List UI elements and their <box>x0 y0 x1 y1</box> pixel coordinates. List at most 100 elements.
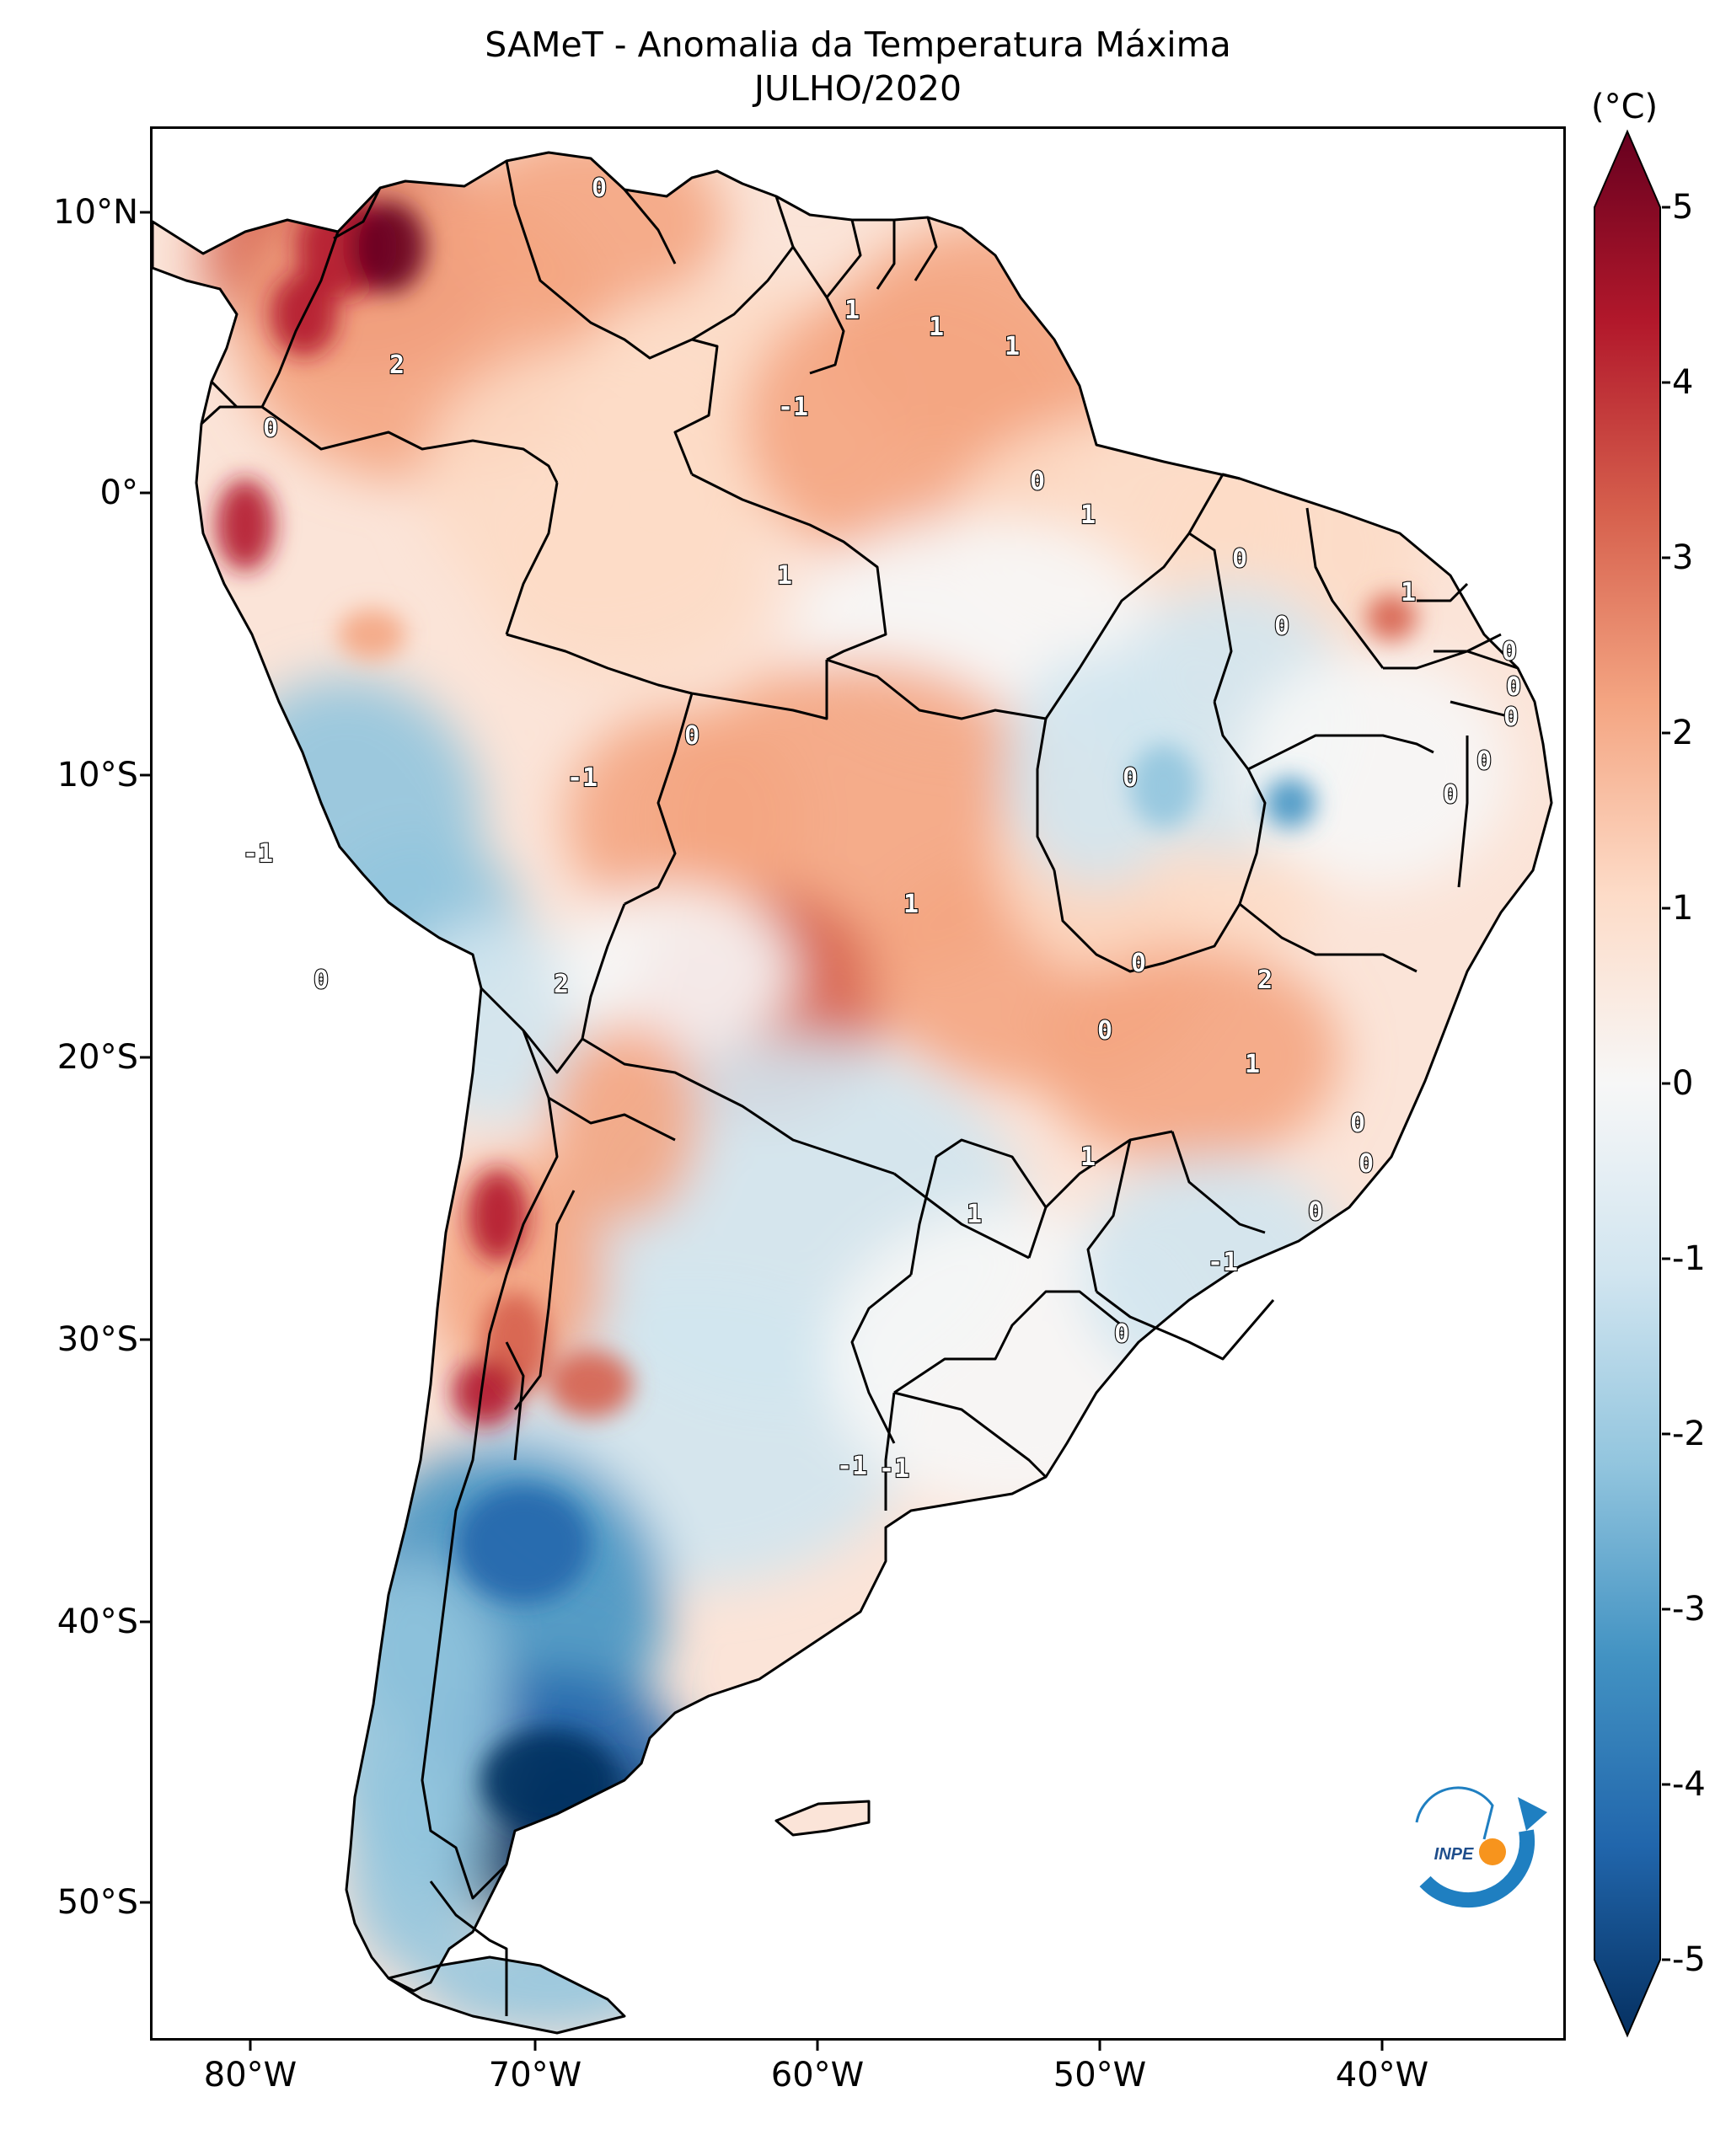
map-title: SAMeT - Anomalia da Temperatura Máxima <box>485 24 1231 65</box>
contour-label: 0 <box>1097 1016 1112 1046</box>
colorbar-tick-mark <box>1662 381 1670 384</box>
lon-tick-label: 40°W <box>1335 2056 1429 2094</box>
border-line <box>791 246 845 375</box>
anomaly-patch <box>1366 594 1417 641</box>
lon-tick-mark <box>1380 2041 1384 2051</box>
border-line <box>480 987 584 1074</box>
border-line <box>581 1037 895 1175</box>
contour-label: 2 <box>1257 966 1273 995</box>
anomaly-patch <box>469 1169 528 1262</box>
border-line <box>260 231 340 408</box>
border-line <box>387 1955 626 2035</box>
lon-tick-mark <box>533 2041 537 2051</box>
contour-label: 0 <box>1308 1197 1323 1227</box>
lat-tick-label: 10°S <box>56 756 138 794</box>
border-line <box>884 1392 896 1511</box>
colorbar-tick-label: -2 <box>1672 1415 1706 1453</box>
colorbar-tick-mark <box>1662 556 1670 559</box>
contour-label: 0 <box>263 414 278 443</box>
colorbar-tick-label: -1 <box>1672 1239 1706 1278</box>
colorbar-tick-mark <box>1662 1783 1670 1786</box>
border-line <box>1383 650 1519 670</box>
contour-label: -1 <box>1208 1248 1238 1277</box>
contour-label: 1 <box>1005 332 1020 361</box>
anomaly-patch <box>351 201 426 293</box>
anomaly-patch <box>1265 778 1316 828</box>
logo-arrow <box>1518 1797 1547 1831</box>
map-panel: 0 1 1 1 2 -1 0 1 0 1 0 0 0 0 0 1 0 0 -1 -1 0 0 1 2 0 0 2 0 1 0 1 1 0 0 -1 0… <box>150 126 1566 2041</box>
contour-label: -1 <box>567 763 598 793</box>
colorbar-tick-mark <box>1662 1958 1670 1961</box>
border-line <box>1044 1130 1173 1209</box>
border-line <box>1450 700 1519 720</box>
contour-label: 0 <box>592 174 607 203</box>
anomaly-patch <box>557 887 793 1056</box>
contour-label: 0 <box>314 966 329 995</box>
contour-label: 0 <box>1506 672 1521 702</box>
colorbar-tick-label: -4 <box>1672 1765 1706 1804</box>
lon-tick-mark <box>816 2041 819 2051</box>
contour-label: 1 <box>1245 1050 1260 1079</box>
anomaly-patch <box>216 479 275 571</box>
border-line <box>876 220 896 290</box>
border-line <box>505 1341 525 1461</box>
contour-label: 2 <box>554 970 569 999</box>
border-line <box>774 1800 871 1837</box>
border-line <box>893 1290 1123 1394</box>
contour-label: 0 <box>1114 1319 1129 1349</box>
border-line <box>691 473 887 661</box>
colorbar-tick-label: 3 <box>1672 538 1694 577</box>
colorbar-tick-mark <box>1662 1082 1670 1085</box>
colorbar-tick-mark <box>1662 907 1670 910</box>
border-line <box>1044 473 1241 720</box>
contour-label: 0 <box>684 721 699 751</box>
anomaly-patch <box>1130 744 1198 828</box>
border-line <box>1247 734 1434 771</box>
contour-label: 2 <box>389 350 405 380</box>
contour-label: 1 <box>844 296 860 325</box>
border-line <box>1086 1139 1132 1292</box>
contour-label: 0 <box>1232 544 1247 574</box>
logo-dot <box>1479 1838 1506 1865</box>
lat-tick-mark <box>140 491 150 495</box>
lat-tick-label: 10°N <box>53 193 138 232</box>
anomaly-patch <box>481 483 768 685</box>
contour-label: 1 <box>903 890 919 919</box>
anomaly-patch <box>452 1359 519 1426</box>
border-line <box>825 219 862 298</box>
contour-label: -1 <box>837 1452 867 1481</box>
logo-inner-arc <box>1415 1786 1494 1840</box>
contour-label: 0 <box>1503 703 1519 732</box>
border-line <box>1434 633 1502 653</box>
border-line <box>691 195 795 341</box>
border-line <box>261 405 559 484</box>
colorbar-tick-mark <box>1662 206 1670 209</box>
colorbar <box>1594 129 1661 2038</box>
colorbar-unit: (°C) <box>1591 88 1659 126</box>
map-subtitle: JULHO/2020 <box>753 68 962 109</box>
contour-label: 0 <box>1274 612 1289 641</box>
anomaly-patch <box>565 710 801 929</box>
border-line <box>893 1391 1048 1479</box>
border-line <box>1213 701 1267 905</box>
colorbar-tick-label: 5 <box>1672 188 1694 227</box>
border-line <box>1314 566 1334 602</box>
contour-label: 0 <box>1502 637 1517 666</box>
colorbar-tick-mark <box>1662 1257 1670 1260</box>
contour-label: 1 <box>929 313 944 342</box>
inpe-logo: INPE <box>1415 1786 1547 1908</box>
anomaly-patch <box>456 1485 591 1603</box>
contour-label: 0 <box>1131 949 1146 978</box>
colorbar-tick-label: -5 <box>1672 1940 1706 1979</box>
border-line <box>505 482 559 635</box>
lon-tick-label: 80°W <box>203 2056 297 2094</box>
border-line <box>506 633 693 695</box>
border-line <box>1457 736 1469 888</box>
border-line <box>1417 582 1469 602</box>
lon-tick-mark <box>249 2041 252 2051</box>
lon-tick-label: 70°W <box>488 2056 582 2094</box>
lat-tick-mark <box>140 1901 150 1904</box>
border-line <box>581 903 626 1040</box>
border-line <box>1036 718 1056 871</box>
